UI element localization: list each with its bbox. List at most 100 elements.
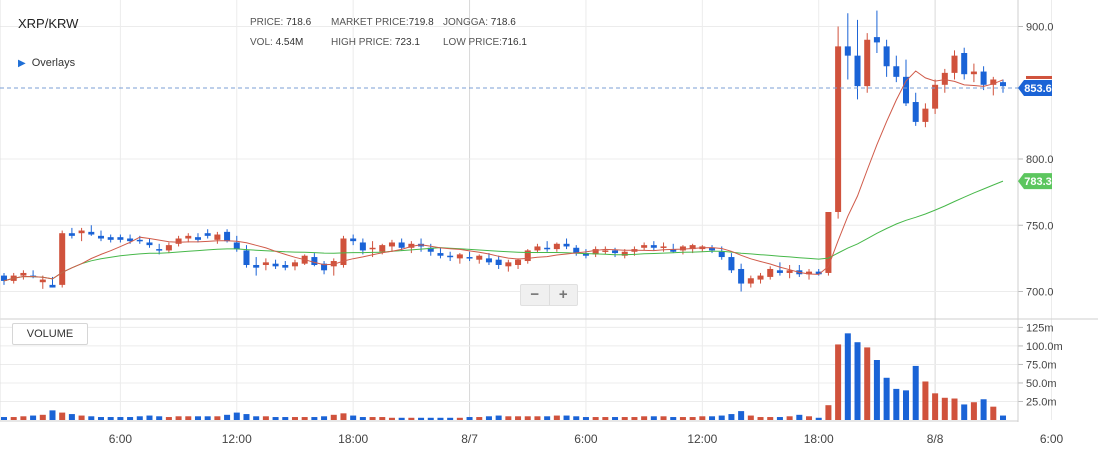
volume-bar: [408, 417, 415, 420]
volume-bar: [922, 381, 929, 420]
candle-body: [903, 76, 910, 104]
candle-body: [194, 237, 201, 240]
volume-bar: [476, 417, 483, 420]
volume-bar: [68, 414, 75, 420]
candle-body: [466, 257, 473, 259]
volume-bar: [311, 417, 318, 420]
candle-body: [912, 102, 919, 122]
info-jongga: JONGGA: 718.6: [443, 17, 516, 28]
volume-bar: [253, 416, 260, 420]
candle-body: [97, 235, 104, 239]
volume-bar: [204, 416, 211, 420]
candle-body: [20, 272, 27, 276]
volume-bar: [728, 414, 735, 420]
candle-body: [941, 72, 948, 85]
volume-bar: [301, 417, 308, 420]
volume-bar: [689, 417, 696, 420]
candle-body: [815, 271, 822, 275]
price-tag-accent: [1026, 75, 1052, 79]
volume-bar: [864, 347, 871, 420]
price-tick-label: 750.0: [1026, 220, 1054, 232]
volume-bar: [544, 416, 551, 420]
volume-bar: [0, 417, 8, 420]
candle-body: [291, 262, 298, 267]
candle-body: [767, 268, 774, 277]
candle-body: [786, 270, 793, 273]
volume-bar: [747, 415, 754, 420]
zoom-in-button[interactable]: +: [548, 285, 578, 305]
info-price: PRICE: 718.6: [250, 17, 312, 28]
candle-body: [961, 53, 968, 75]
candle-body: [204, 233, 211, 236]
x-tick-label: 6:00: [574, 432, 598, 446]
volume-bar: [699, 416, 706, 420]
candle-body: [78, 230, 85, 234]
candle-body: [728, 257, 735, 271]
volume-bar: [437, 417, 444, 420]
ma-short-line: [3, 70, 1004, 282]
x-tick-label: 6:00: [1040, 432, 1064, 446]
candle-body: [709, 247, 716, 251]
candle-body: [117, 237, 124, 240]
candle-body: [951, 55, 958, 73]
volume-bar: [670, 417, 677, 420]
volume-bar: [447, 417, 454, 420]
candle-body: [854, 55, 861, 87]
candle-body: [776, 270, 783, 273]
ma-long-tag-shape: [1018, 173, 1052, 190]
current-price-tag-label: 853.6: [1024, 83, 1052, 95]
candle-body: [660, 246, 667, 248]
volume-bar: [893, 388, 900, 420]
price-tick-label: 700.0: [1026, 287, 1054, 299]
volume-bar: [185, 416, 192, 420]
candle-body: [262, 262, 269, 265]
candle-body: [592, 249, 599, 255]
candle-body: [582, 253, 589, 256]
x-tick-label: 8/7: [461, 432, 478, 446]
volume-bar: [117, 417, 124, 420]
volume-bar: [359, 417, 366, 420]
candle-body: [379, 245, 386, 252]
candle-body: [233, 242, 240, 250]
candle-body: [68, 233, 75, 236]
volume-bar: [806, 416, 813, 420]
play-triangle-icon: ▶: [18, 58, 26, 69]
volume-bar: [621, 417, 628, 420]
x-tick-label: 18:00: [804, 432, 834, 446]
volume-tick-label: 125m: [1026, 322, 1054, 334]
candle-body: [883, 46, 890, 67]
volume-tick-label: 75.0m: [1026, 359, 1057, 371]
zoom-out-button[interactable]: −: [530, 286, 540, 303]
volume-button[interactable]: VOLUME: [12, 323, 88, 345]
volume-bar: [767, 417, 774, 420]
volume-bar: [350, 415, 357, 420]
candle-body: [515, 259, 522, 265]
candle-body: [127, 238, 134, 242]
volume-bar: [262, 416, 269, 420]
volume-bar: [941, 397, 948, 420]
candle-body: [59, 233, 66, 285]
candle-body: [311, 257, 318, 265]
volume-bar: [78, 415, 85, 420]
volume-bar: [175, 416, 182, 420]
overlays-toggle[interactable]: ▶ Overlays: [18, 57, 75, 69]
candle-body: [825, 212, 832, 273]
candle-body: [718, 251, 725, 258]
volume-bar: [786, 416, 793, 420]
candle-body: [679, 246, 686, 251]
candle-body: [369, 247, 376, 250]
x-tick-label: 6:00: [109, 432, 133, 446]
volume-bar: [194, 416, 201, 420]
volume-bar: [612, 417, 619, 420]
volume-tick-label: 100.0m: [1026, 341, 1063, 353]
candle-body: [922, 108, 929, 122]
candle-body: [253, 265, 260, 268]
volume-bar: [961, 404, 968, 420]
candle-body: [553, 243, 560, 250]
volume-bar: [156, 416, 163, 420]
overlays-label: Overlays: [31, 57, 76, 69]
volume-bar: [466, 417, 473, 420]
candle-body: [999, 82, 1007, 87]
candle-body: [146, 242, 153, 246]
